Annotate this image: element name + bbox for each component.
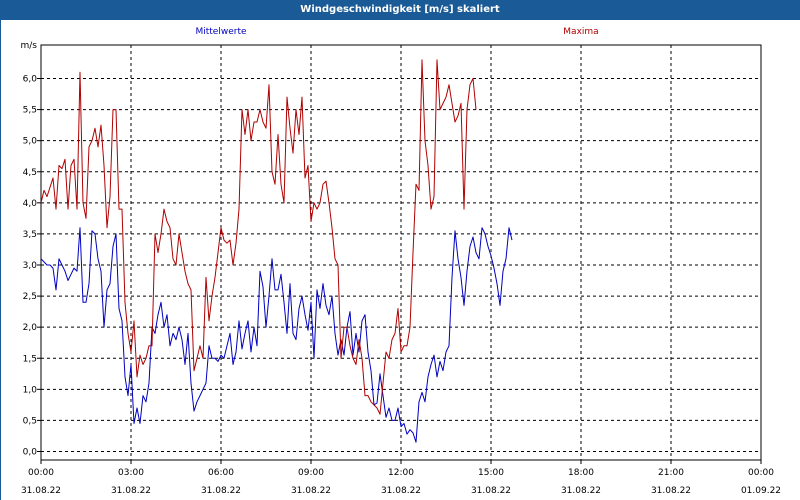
- y-tick-label: 1,0: [23, 385, 38, 395]
- series-line-mittelwerte: [40, 227, 513, 443]
- x-tick-date-label: 31.08.22: [201, 486, 241, 496]
- y-tick-label: 0,0: [23, 448, 38, 458]
- x-tick-time-label: 00:00: [28, 468, 54, 478]
- chart-area: 0,0 0,5 1,0 1,5 2,0 2,5 3,0 3,5 4,0 4,5 5,0 5,5 6,0 …: [0, 20, 800, 500]
- x-tick-date-label: 31.08.22: [111, 486, 151, 496]
- y-tick-label: 1,5: [23, 354, 37, 364]
- grid-lines: [40, 44, 762, 461]
- x-tick-date-label: 31.08.22: [561, 486, 601, 496]
- y-tick-label: 6,0: [23, 75, 38, 85]
- series-lines: [40, 59, 513, 443]
- y-tick-label: 4,5: [23, 168, 37, 178]
- series-line-maxima: [40, 59, 477, 415]
- y-tick-label: 3,0: [23, 261, 38, 271]
- y-axis-unit-label: m/s: [21, 41, 38, 51]
- y-tick-label: 3,5: [23, 230, 37, 240]
- y-axis-ticks: 0,0 0,5 1,0 1,5 2,0 2,5 3,0 3,5 4,0 4,5 5,0 5,5 6,0: [23, 75, 41, 458]
- y-tick-label: 5,5: [23, 106, 37, 116]
- x-tick-time-label: 06:00: [208, 468, 234, 478]
- x-tick-time-label: 18:00: [568, 468, 594, 478]
- x-tick-time-label: 15:00: [478, 468, 504, 478]
- x-tick-time-label: 12:00: [388, 468, 414, 478]
- line-chart: 0,00,51,01,52,02,53,03,54,04,55,05,56,0 …: [21, 27, 782, 496]
- y-tick-label: 2,5: [23, 292, 37, 302]
- x-tick-date-label: 01.09.22: [741, 486, 781, 496]
- x-tick-time-label: 21:00: [658, 468, 684, 478]
- y-tick-label: 4,0: [23, 199, 38, 209]
- x-tick-time-label: 09:00: [298, 468, 324, 478]
- chart-title-bar: Windgeschwindigkeit [m/s] skaliert: [0, 0, 800, 20]
- y-tick-label: 2,0: [23, 323, 38, 333]
- x-tick-date-label: 31.08.22: [471, 486, 511, 496]
- x-tick-date-label: 31.08.22: [21, 486, 61, 496]
- x-tick-time-label: 00:00: [748, 468, 774, 478]
- x-tick-time-label: 03:00: [118, 468, 144, 478]
- legend: Mittelwerte Maxima: [195, 27, 598, 37]
- y-tick-label: 5,0: [23, 137, 38, 147]
- x-tick-date-label: 31.08.22: [291, 486, 331, 496]
- legend-label-mittelwerte: Mittelwerte: [195, 27, 246, 37]
- y-tick-label: 0,5: [23, 416, 37, 426]
- x-tick-date-label: 31.08.22: [381, 486, 421, 496]
- legend-label-maxima: Maxima: [563, 27, 598, 37]
- x-axis-ticks: 00:00 31.08.22 03:00 31.08.22 06:00 31.08.22 0…: [21, 460, 781, 496]
- x-tick-date-label: 31.08.22: [651, 486, 691, 496]
- chart-title: Windgeschwindigkeit [m/s] skaliert: [300, 4, 500, 15]
